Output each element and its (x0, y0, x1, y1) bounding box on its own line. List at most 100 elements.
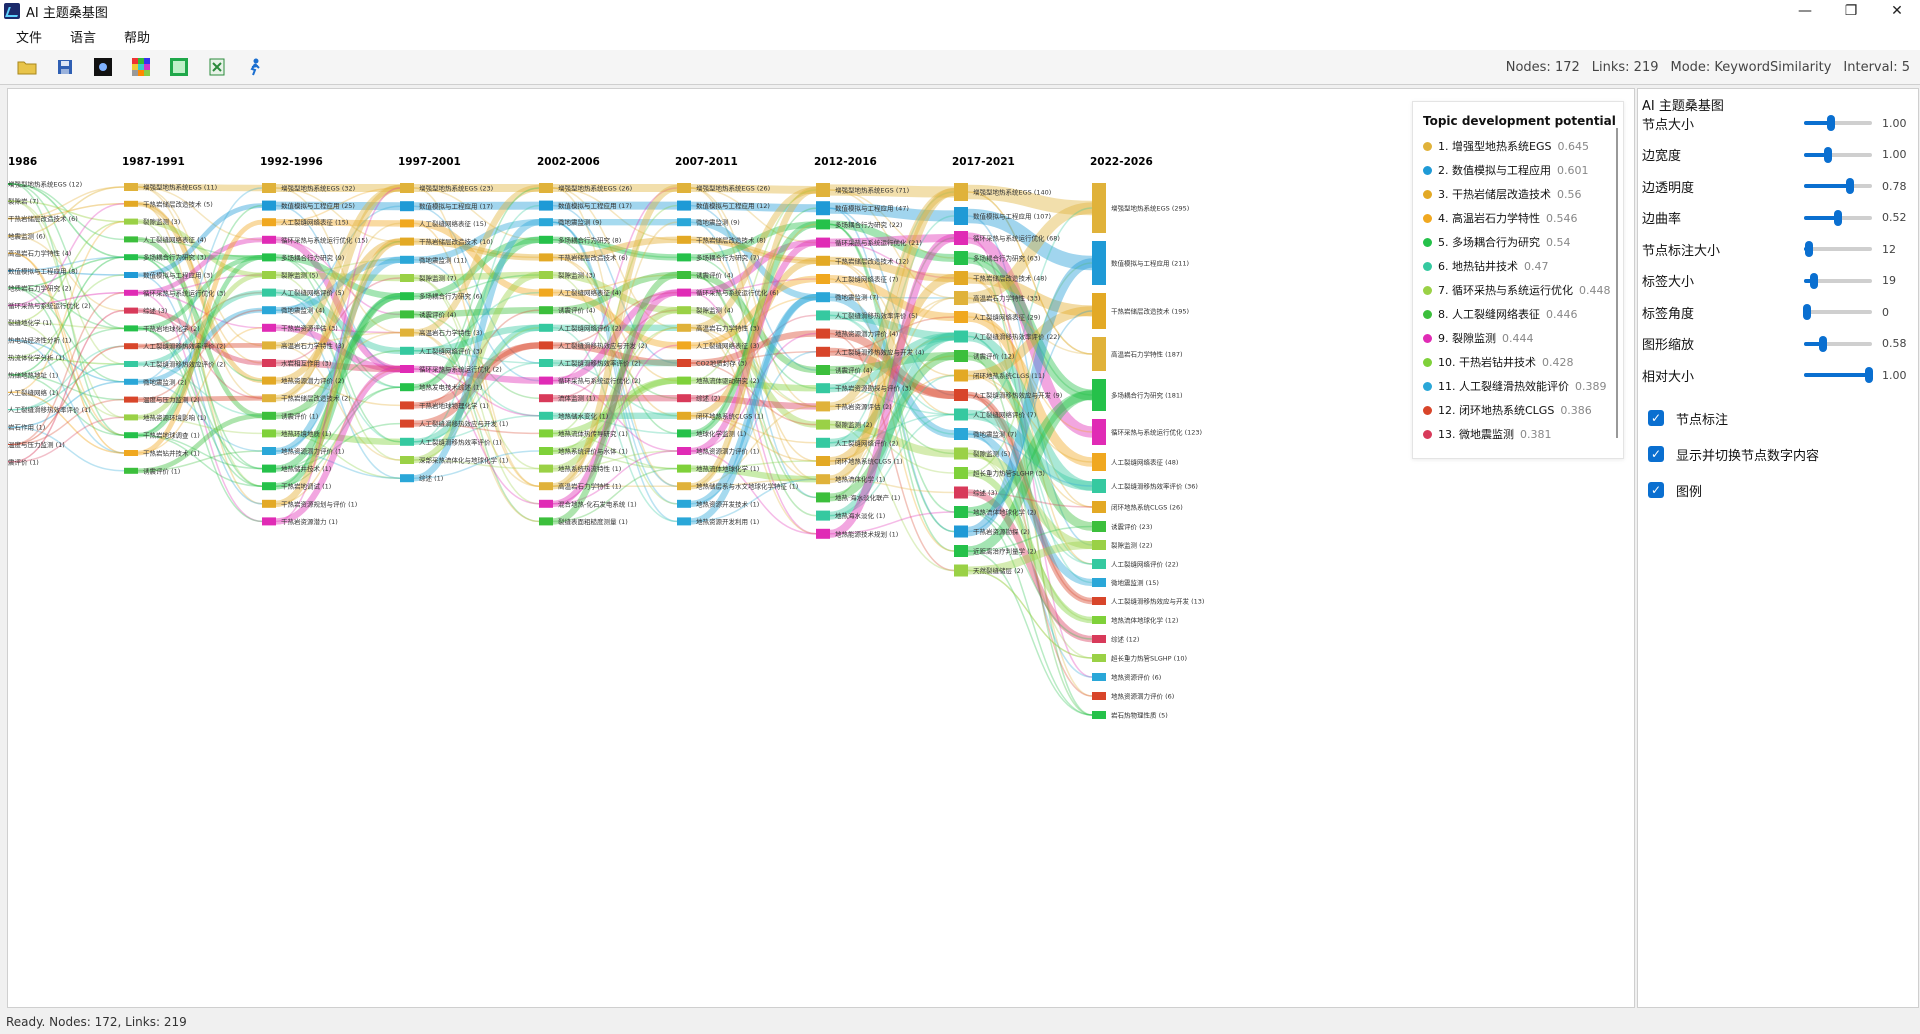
sankey-link[interactable] (11, 426, 125, 472)
sankey-link[interactable] (967, 355, 1093, 716)
sankey-link[interactable] (11, 183, 125, 258)
sankey-link[interactable] (11, 256, 125, 272)
sankey-link[interactable] (413, 277, 540, 505)
checkbox-row[interactable]: ✓ 图例 (1648, 479, 1702, 501)
sankey-node[interactable] (262, 517, 276, 526)
sankey-node[interactable] (8, 322, 12, 324)
sankey-link[interactable] (413, 307, 540, 318)
sankey-link[interactable] (137, 343, 263, 349)
sankey-node[interactable] (954, 311, 968, 323)
sankey-link[interactable] (552, 274, 678, 505)
sankey-link[interactable] (829, 241, 955, 279)
sankey-link[interactable] (829, 237, 955, 499)
sankey-link[interactable] (829, 355, 955, 462)
sankey-node[interactable] (816, 237, 830, 248)
sankey-node[interactable] (262, 359, 276, 367)
sankey-link[interactable] (413, 259, 540, 382)
sankey-link[interactable] (552, 187, 678, 382)
sankey-link[interactable] (137, 220, 263, 487)
sankey-link[interactable] (11, 252, 125, 454)
sankey-node[interactable] (539, 235, 553, 244)
sankey-link[interactable] (690, 271, 817, 374)
sankey-link[interactable] (690, 201, 817, 213)
sankey-link[interactable] (413, 219, 540, 263)
sankey-link[interactable] (690, 221, 817, 437)
sankey-link[interactable] (11, 256, 125, 376)
sankey-link[interactable] (137, 309, 263, 399)
sankey-link[interactable] (137, 381, 263, 452)
sankey-node[interactable] (539, 411, 553, 420)
sankey-link[interactable] (275, 187, 401, 523)
sankey-link[interactable] (552, 187, 678, 241)
sankey-link[interactable] (552, 450, 678, 505)
sankey-node[interactable] (262, 429, 276, 438)
sankey-link[interactable] (11, 321, 125, 330)
sankey-node[interactable] (124, 289, 138, 296)
sankey-node[interactable] (1092, 501, 1106, 513)
sankey-link[interactable] (137, 238, 263, 259)
sankey-link[interactable] (275, 422, 401, 470)
run-figure-icon[interactable] (244, 56, 266, 78)
sankey-link[interactable] (690, 327, 817, 480)
slider-thumb[interactable] (1810, 272, 1819, 289)
sankey-link[interactable] (690, 351, 817, 364)
sankey-link[interactable] (967, 272, 1093, 317)
sankey-link[interactable] (829, 423, 955, 474)
sankey-link[interactable] (552, 204, 678, 364)
sankey-link[interactable] (967, 413, 1093, 565)
sankey-link[interactable] (552, 362, 678, 417)
sankey-link[interactable] (552, 289, 678, 507)
sankey-node[interactable] (262, 218, 276, 227)
sankey-node[interactable] (124, 218, 138, 225)
sankey-link[interactable] (11, 287, 125, 436)
minimize-button[interactable]: — (1798, 3, 1812, 19)
sankey-node[interactable] (539, 359, 553, 367)
sankey-link[interactable] (275, 365, 401, 525)
sankey-link[interactable] (413, 324, 540, 354)
sankey-link[interactable] (137, 308, 263, 366)
sankey-node[interactable] (816, 328, 830, 339)
sankey-link[interactable] (690, 294, 817, 507)
sankey-link[interactable] (275, 291, 401, 443)
sankey-link[interactable] (275, 205, 401, 311)
sankey-link[interactable] (11, 183, 125, 330)
sankey-node[interactable] (400, 419, 414, 428)
image-export-icon[interactable] (168, 56, 190, 78)
sankey-node[interactable] (954, 350, 968, 362)
sankey-link[interactable] (690, 296, 817, 347)
sankey-node[interactable] (1092, 379, 1106, 411)
sankey-link[interactable] (829, 275, 955, 321)
sankey-diagram[interactable]: 增强型地热系统EGS (12) 裂隙岩 (7) 干热岩储层改造技术 (6) 地震监测 … (8, 89, 1634, 1007)
sankey-node[interactable] (816, 510, 830, 521)
open-folder-icon[interactable] (16, 56, 38, 78)
sankey-node[interactable] (400, 474, 414, 483)
sankey-link[interactable] (967, 511, 1093, 716)
sankey-link[interactable] (552, 309, 678, 399)
sankey-link[interactable] (137, 201, 263, 383)
sankey-link[interactable] (552, 221, 678, 487)
sankey-link[interactable] (275, 327, 401, 334)
sankey-link[interactable] (275, 236, 401, 373)
sankey-link[interactable] (11, 220, 125, 324)
sankey-node[interactable] (124, 343, 138, 350)
sankey-node[interactable] (816, 437, 830, 448)
sankey-node[interactable] (262, 394, 276, 403)
sankey-node[interactable] (124, 236, 138, 243)
sankey-link[interactable] (11, 256, 125, 289)
sankey-link[interactable] (275, 293, 401, 472)
sankey-link[interactable] (967, 391, 1093, 605)
sankey-node[interactable] (1092, 635, 1106, 643)
sankey-link[interactable] (690, 465, 817, 483)
sankey-link[interactable] (552, 271, 678, 314)
sankey-node[interactable] (677, 447, 691, 455)
slider[interactable] (1804, 209, 1872, 226)
sankey-node[interactable] (954, 564, 968, 577)
sankey-node[interactable] (1092, 578, 1106, 587)
sankey-link[interactable] (690, 256, 817, 389)
sankey-node[interactable] (262, 411, 276, 420)
sankey-link[interactable] (829, 223, 955, 552)
sankey-link[interactable] (829, 296, 955, 299)
legend-scrollbar[interactable] (1616, 128, 1618, 438)
sankey-link[interactable] (413, 220, 540, 296)
sankey-node[interactable] (262, 464, 276, 473)
